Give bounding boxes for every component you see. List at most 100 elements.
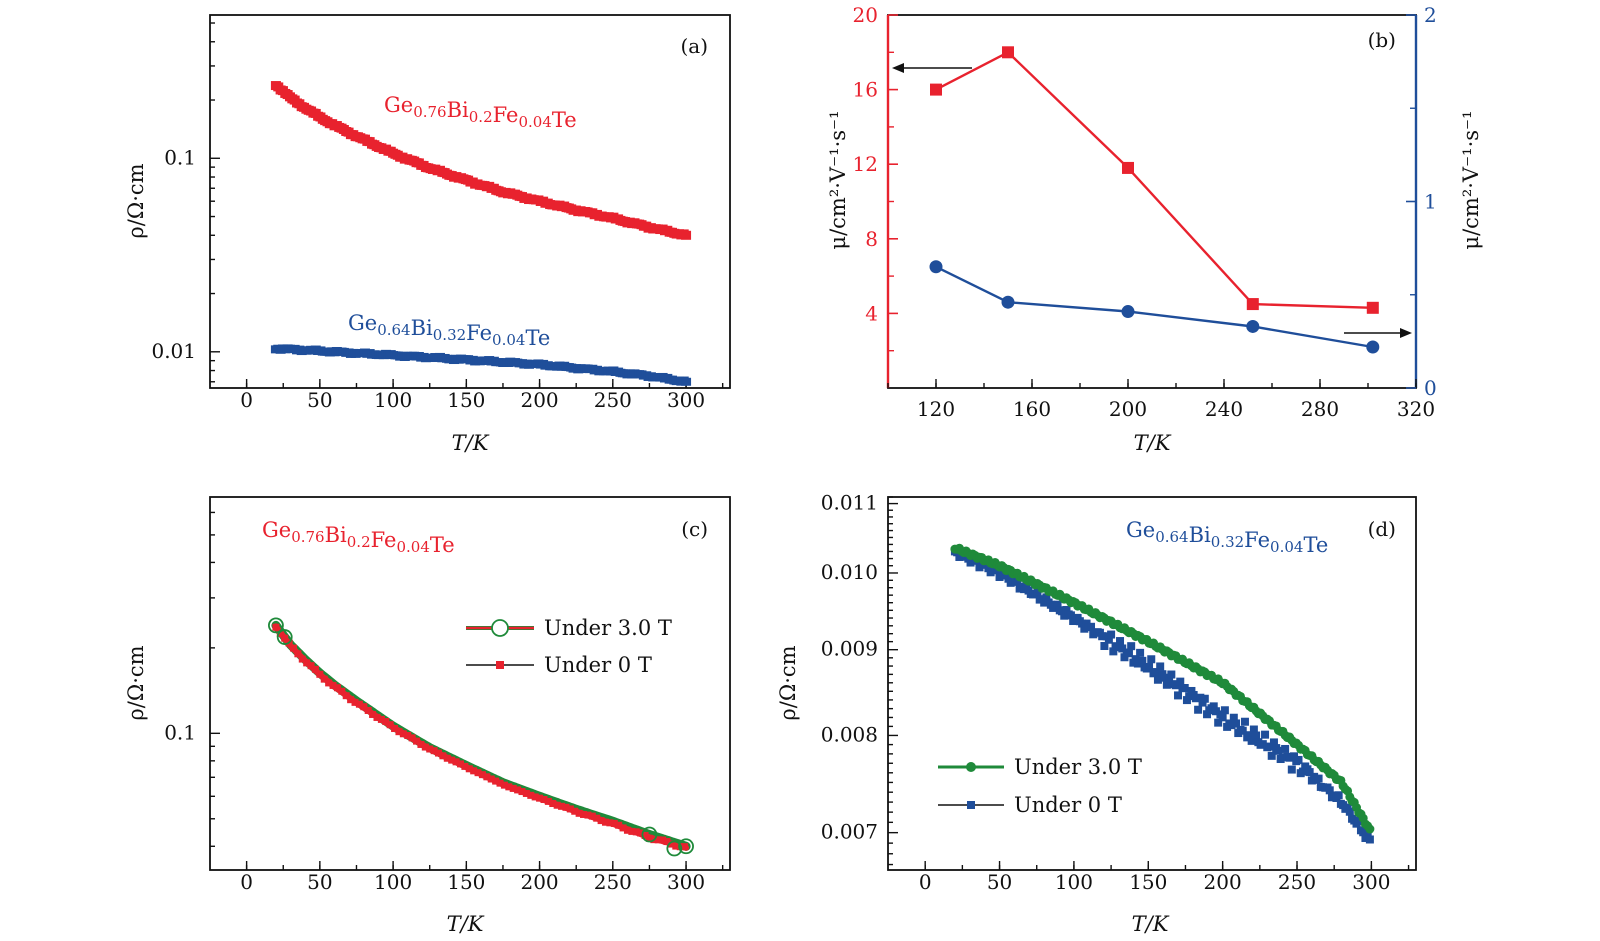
panel-c-series-0-point-0 (268, 617, 284, 634)
panel-d-series-1-point-135 (1252, 731, 1261, 740)
panel-a-series-1-label-sub-1: 0.32 (433, 326, 466, 344)
panel-c-series-1-point-82 (632, 828, 640, 836)
panel-d-series-1-point-79 (1127, 642, 1136, 651)
panel-a-xtick-label-6: 300 (667, 388, 705, 412)
panel-d-series-1-point-69 (1104, 635, 1113, 644)
panel-c-series-1-point-23 (373, 713, 381, 721)
panel-c-series-1-point-36 (430, 747, 438, 755)
panel-c-series-1-point-68 (571, 807, 579, 815)
panel-c-series-1-point-40 (448, 756, 456, 764)
panel-b-xtick-label-2: 200 (1109, 397, 1147, 421)
panel-c-series-1-point-26 (386, 721, 394, 729)
panel-b-series-0-point-4 (1366, 301, 1379, 314)
panel-d-ytick-label-1: 0.008 (821, 722, 878, 746)
panel-b-ytick-left-label-3: 16 (853, 78, 878, 102)
panel-c-series-1-point-58 (527, 791, 535, 799)
panel-b-series-1-point-3 (1246, 319, 1260, 333)
panel-d-series-1-point-61 (1087, 622, 1096, 631)
panel-c-series-1-point-64 (553, 801, 561, 809)
panel-a-series-0-label-sub-1: 0.2 (469, 108, 493, 126)
panel-c-xtick-label-1: 50 (307, 870, 332, 894)
panel-c-legend-label-0: Under 3.0 T (544, 616, 672, 640)
panel-b-xtick-label-4: 280 (1301, 397, 1339, 421)
panel-a-series-0-label-sub-0: 0.76 (413, 103, 446, 121)
panel-d-series-1-point-106 (1187, 686, 1196, 695)
panel-d: (d) T/K ρ/Ω·cm 0 50 100 150 200 250 300 0.007 0.… (776, 491, 1417, 936)
panel-b-xtick-label-1: 160 (1013, 397, 1051, 421)
panel-d-ytick-label-4: 0.011 (821, 491, 878, 515)
panel-c-series-1-point-69 (575, 809, 583, 817)
panel-a-series-1-label-el-2: Fe (466, 321, 492, 345)
panel-d-series-1-point-57 (1078, 619, 1087, 628)
panel-c-xlabel: T/K (447, 912, 485, 936)
panel-c-series-1-point-45 (470, 767, 478, 775)
panel-d-legend-marker-1 (967, 801, 975, 809)
panel-b-series-0-point-0 (930, 83, 942, 96)
panel-c-letter: (c) (681, 517, 708, 541)
panel-d-ylabel: ρ/Ω·cm (776, 645, 800, 720)
panel-a-series-1-label: Ge0.64Bi0.32Fe0.04Te (348, 311, 550, 350)
panel-c-series-1-point-77 (610, 819, 618, 827)
panel-d-series-1-point-129 (1238, 726, 1247, 735)
panel-a-series-0-label-el-3: Te (552, 108, 577, 132)
panel-a-xtick-label-1: 50 (307, 388, 332, 412)
panel-a-series-1-label-el-3: Te (525, 326, 550, 350)
panel-c-series-1-point-66 (562, 803, 570, 811)
panel-d-series-1-point-67 (1100, 642, 1109, 651)
panel-d-series-1-point-112 (1200, 694, 1209, 703)
panel-c-xtick-label-3: 150 (447, 870, 485, 894)
panel-c-series-1-point-37 (435, 749, 443, 757)
panel-c-series-1-point-78 (615, 821, 623, 829)
panel-c-series-1-point-22 (369, 710, 377, 718)
panel-c-series-1-point-15 (338, 687, 346, 695)
panel-b-ytick-right-label-1: 1 (1424, 190, 1437, 214)
panel-c-xtick-label-0: 0 (240, 870, 253, 894)
panel-c-xtick-label-5: 250 (594, 870, 632, 894)
panel-d-series-1-point-154 (1294, 755, 1303, 764)
panel-d-legend: Under 3.0 T Under 0 T (938, 755, 1142, 817)
panel-d-series-1-point-109 (1194, 705, 1203, 714)
panel-d-series-1-point-121 (1220, 706, 1229, 715)
panel-c-series-0-point-4 (678, 838, 694, 855)
panel-b-ytick-right-label-2: 2 (1424, 3, 1437, 27)
panel-b-xtick-label-3: 240 (1205, 397, 1243, 421)
panel-d-title: Ge0.64Bi0.32Fe0.04Te (1126, 518, 1328, 557)
panel-c-series-1-point-50 (492, 777, 500, 785)
panel-d-series-1-point-156 (1298, 767, 1307, 776)
panel-d-series-1-point-81 (1131, 655, 1140, 664)
panel-d-series-1-point-108 (1191, 694, 1200, 703)
panel-d-series-1-point-151 (1287, 765, 1296, 774)
panel-a-ytick-label-1: 0.1 (164, 145, 196, 169)
panel-d-series-1-point-176 (1343, 803, 1352, 812)
panel-d-xlabel: T/K (1132, 912, 1170, 936)
panel-d-series-1-point-46 (1053, 600, 1062, 609)
panel-a-ylabel: ρ/Ω·cm (124, 163, 148, 238)
panel-b-ytick-left-label-4: 20 (853, 3, 878, 27)
panel-d-series-1-point-78 (1124, 649, 1133, 658)
panel-c-series-1-point-19 (355, 700, 363, 708)
panel-b-xtick-label-5: 320 (1397, 397, 1435, 421)
panel-c-xtick-label-2: 100 (374, 870, 412, 894)
panel-a-xtick-label-3: 150 (447, 388, 485, 412)
panel-c-series-1-point-80 (623, 826, 631, 834)
panel-d-series-1-point-142 (1267, 751, 1276, 760)
panel-d-series-1-point-50 (1062, 605, 1071, 614)
panel-c-series-1-point-6 (298, 655, 306, 663)
panel-c-series-1-point-63 (549, 800, 557, 808)
panel-c-series-1-point-75 (601, 818, 609, 826)
panel-c-series-1-point-87 (654, 836, 662, 844)
panel-c-ylabel: ρ/Ω·cm (124, 645, 148, 720)
panel-d-series-1-point-49 (1060, 611, 1069, 620)
panel-c-series-1-point-41 (452, 758, 460, 766)
panel-d-series-1-point-138 (1258, 740, 1267, 749)
panel-d-series-1-point-99 (1171, 681, 1180, 690)
panel-c-series-1-point-61 (540, 796, 548, 804)
panel-c-series-1-point-72 (588, 812, 596, 820)
panel-d-letter: (d) (1368, 517, 1396, 541)
panel-d-series-1-point-74 (1116, 637, 1125, 646)
panel-c-series-1-point-74 (597, 817, 605, 825)
panel-b-frame (887, 14, 1417, 389)
panel-a-xlabel: T/K (452, 431, 490, 455)
panel-d-series-1-point-16 (986, 568, 995, 577)
panel-c-series-1-point-42 (456, 760, 464, 768)
